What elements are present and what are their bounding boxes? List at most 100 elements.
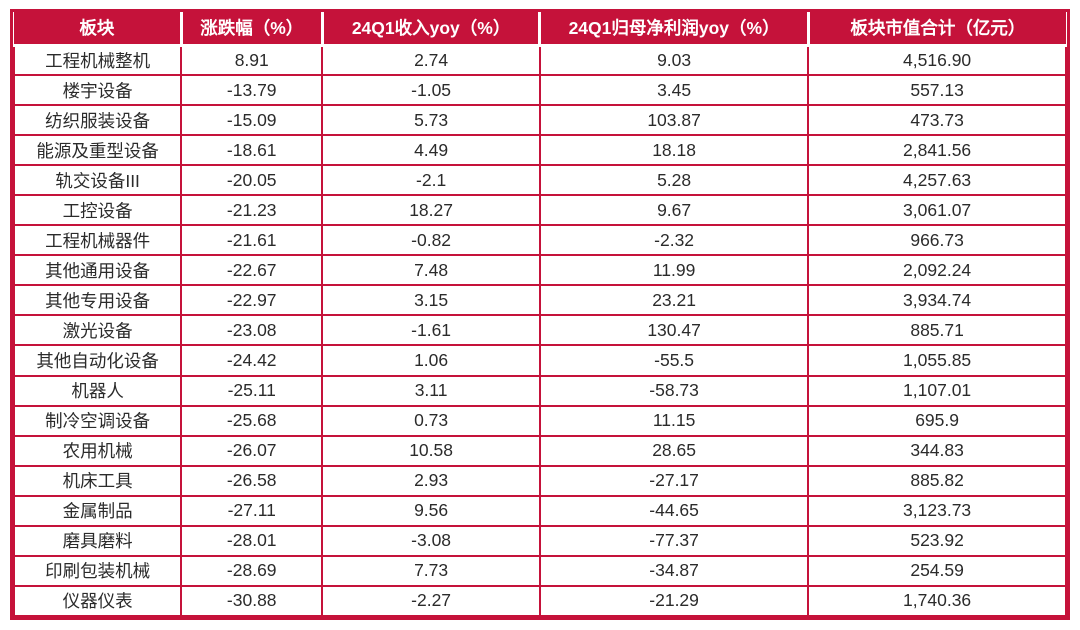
market-cap-cell: 254.59 <box>807 554 1067 587</box>
table-row: 轨交设备III -20.05 -2.1 5.28 4,257.63 <box>12 164 1067 197</box>
revenue-yoy-cell: -1.61 <box>321 314 541 347</box>
market-cap-cell: 344.83 <box>807 434 1067 467</box>
price-change-cell: -23.08 <box>180 314 324 347</box>
market-cap-cell: 2,092.24 <box>807 254 1067 287</box>
table-row: 工程机械器件 -21.61 -0.82 -2.32 966.73 <box>12 224 1067 257</box>
header-row: 板块 涨跌幅（%） 24Q1收入yoy（%） 24Q1归母净利润yoy（%） 板… <box>14 12 1066 47</box>
net-profit-yoy-cell: 5.28 <box>538 164 810 197</box>
revenue-yoy-cell: -1.05 <box>321 74 541 107</box>
sector-name-cell: 激光设备 <box>12 314 183 347</box>
sector-performance-table-frame: 板块 涨跌幅（%） 24Q1收入yoy（%） 24Q1归母净利润yoy（%） 板… <box>10 9 1070 620</box>
sector-name-cell: 农用机械 <box>12 434 183 467</box>
sector-name-cell: 制冷空调设备 <box>12 404 183 437</box>
revenue-yoy-cell: 18.27 <box>321 194 541 227</box>
net-profit-yoy-cell: 9.03 <box>538 43 810 77</box>
col-header-24q1-net-profit-yoy: 24Q1归母净利润yoy（%） <box>538 12 809 47</box>
sector-name-cell: 工程机械整机 <box>12 43 183 77</box>
net-profit-yoy-cell: -27.17 <box>538 464 810 497</box>
table-row: 制冷空调设备 -25.68 0.73 11.15 695.9 <box>12 404 1067 437</box>
market-cap-cell: 695.9 <box>807 404 1067 437</box>
table-body: 工程机械整机 8.91 2.74 9.03 4,516.90 楼宇设备 -13.79 -1.0… <box>12 43 1067 618</box>
price-change-cell: -28.69 <box>180 554 324 587</box>
price-change-cell: -24.42 <box>180 344 324 377</box>
sector-name-cell: 机器人 <box>12 374 183 407</box>
market-cap-cell: 4,257.63 <box>807 164 1067 197</box>
revenue-yoy-cell: 9.56 <box>321 494 541 527</box>
net-profit-yoy-cell: -77.37 <box>538 524 810 557</box>
col-header-sector: 板块 <box>14 12 182 47</box>
sector-performance-table: 板块 涨跌幅（%） 24Q1收入yoy（%） 24Q1归母净利润yoy（%） 板… <box>12 12 1067 618</box>
sector-name-cell: 其他通用设备 <box>12 254 183 287</box>
table-row: 金属制品 -27.11 9.56 -44.65 3,123.73 <box>12 494 1067 527</box>
table-row: 其他通用设备 -22.67 7.48 11.99 2,092.24 <box>12 254 1067 287</box>
sector-name-cell: 磨具磨料 <box>12 524 183 557</box>
sector-name-cell: 其他自动化设备 <box>12 344 183 377</box>
revenue-yoy-cell: 10.58 <box>321 434 541 467</box>
price-change-cell: -25.11 <box>180 374 324 407</box>
price-change-cell: -26.07 <box>180 434 324 467</box>
col-header-price-change-pct: 涨跌幅（%） <box>179 12 323 47</box>
table-row: 工程机械整机 8.91 2.74 9.03 4,516.90 <box>12 43 1067 77</box>
table-row: 仪器仪表 -30.88 -2.27 -21.29 1,740.36 <box>12 584 1067 618</box>
revenue-yoy-cell: 1.06 <box>321 344 541 377</box>
table-row: 其他自动化设备 -24.42 1.06 -55.5 1,055.85 <box>12 344 1067 377</box>
sector-name-cell: 能源及重型设备 <box>12 134 183 167</box>
price-change-cell: -20.05 <box>180 164 324 197</box>
net-profit-yoy-cell: 18.18 <box>538 134 810 167</box>
market-cap-cell: 885.82 <box>807 464 1067 497</box>
net-profit-yoy-cell: 9.67 <box>538 194 810 227</box>
market-cap-cell: 2,841.56 <box>807 134 1067 167</box>
net-profit-yoy-cell: 130.47 <box>538 314 810 347</box>
price-change-cell: -21.23 <box>180 194 324 227</box>
table-row: 其他专用设备 -22.97 3.15 23.21 3,934.74 <box>12 284 1067 317</box>
table-row: 激光设备 -23.08 -1.61 130.47 885.71 <box>12 314 1067 347</box>
net-profit-yoy-cell: -58.73 <box>538 374 810 407</box>
table-row: 机床工具 -26.58 2.93 -27.17 885.82 <box>12 464 1067 497</box>
market-cap-cell: 3,061.07 <box>807 194 1067 227</box>
net-profit-yoy-cell: -2.32 <box>538 224 810 257</box>
revenue-yoy-cell: 4.49 <box>321 134 541 167</box>
table-row: 能源及重型设备 -18.61 4.49 18.18 2,841.56 <box>12 134 1067 167</box>
price-change-cell: -28.01 <box>180 524 324 557</box>
price-change-cell: -21.61 <box>180 224 324 257</box>
sector-name-cell: 机床工具 <box>12 464 183 497</box>
price-change-cell: -30.88 <box>180 584 324 618</box>
revenue-yoy-cell: -0.82 <box>321 224 541 257</box>
market-cap-cell: 1,740.36 <box>807 584 1067 618</box>
col-header-total-market-cap: 板块市值合计（亿元） <box>806 12 1066 47</box>
sector-name-cell: 工程机械器件 <box>12 224 183 257</box>
market-cap-cell: 966.73 <box>807 224 1067 257</box>
price-change-cell: -25.68 <box>180 404 324 437</box>
market-cap-cell: 3,123.73 <box>807 494 1067 527</box>
table-row: 农用机械 -26.07 10.58 28.65 344.83 <box>12 434 1067 467</box>
table-row: 工控设备 -21.23 18.27 9.67 3,061.07 <box>12 194 1067 227</box>
net-profit-yoy-cell: 3.45 <box>538 74 810 107</box>
revenue-yoy-cell: 7.73 <box>321 554 541 587</box>
revenue-yoy-cell: 7.48 <box>321 254 541 287</box>
market-cap-cell: 4,516.90 <box>807 43 1067 77</box>
revenue-yoy-cell: 3.11 <box>321 374 541 407</box>
market-cap-cell: 523.92 <box>807 524 1067 557</box>
sector-name-cell: 仪器仪表 <box>12 584 183 618</box>
table-row: 机器人 -25.11 3.11 -58.73 1,107.01 <box>12 374 1067 407</box>
market-cap-cell: 885.71 <box>807 314 1067 347</box>
net-profit-yoy-cell: 11.15 <box>538 404 810 437</box>
net-profit-yoy-cell: 23.21 <box>538 284 810 317</box>
table-row: 楼宇设备 -13.79 -1.05 3.45 557.13 <box>12 74 1067 107</box>
revenue-yoy-cell: -3.08 <box>321 524 541 557</box>
revenue-yoy-cell: -2.1 <box>321 164 541 197</box>
table-row: 磨具磨料 -28.01 -3.08 -77.37 523.92 <box>12 524 1067 557</box>
market-cap-cell: 3,934.74 <box>807 284 1067 317</box>
price-change-cell: -27.11 <box>180 494 324 527</box>
table-row: 印刷包装机械 -28.69 7.73 -34.87 254.59 <box>12 554 1067 587</box>
sector-name-cell: 印刷包装机械 <box>12 554 183 587</box>
sector-name-cell: 其他专用设备 <box>12 284 183 317</box>
col-header-24q1-revenue-yoy: 24Q1收入yoy（%） <box>320 12 540 47</box>
price-change-cell: -26.58 <box>180 464 324 497</box>
market-cap-cell: 473.73 <box>807 104 1067 137</box>
revenue-yoy-cell: 3.15 <box>321 284 541 317</box>
revenue-yoy-cell: 5.73 <box>321 104 541 137</box>
sector-name-cell: 金属制品 <box>12 494 183 527</box>
net-profit-yoy-cell: -34.87 <box>538 554 810 587</box>
